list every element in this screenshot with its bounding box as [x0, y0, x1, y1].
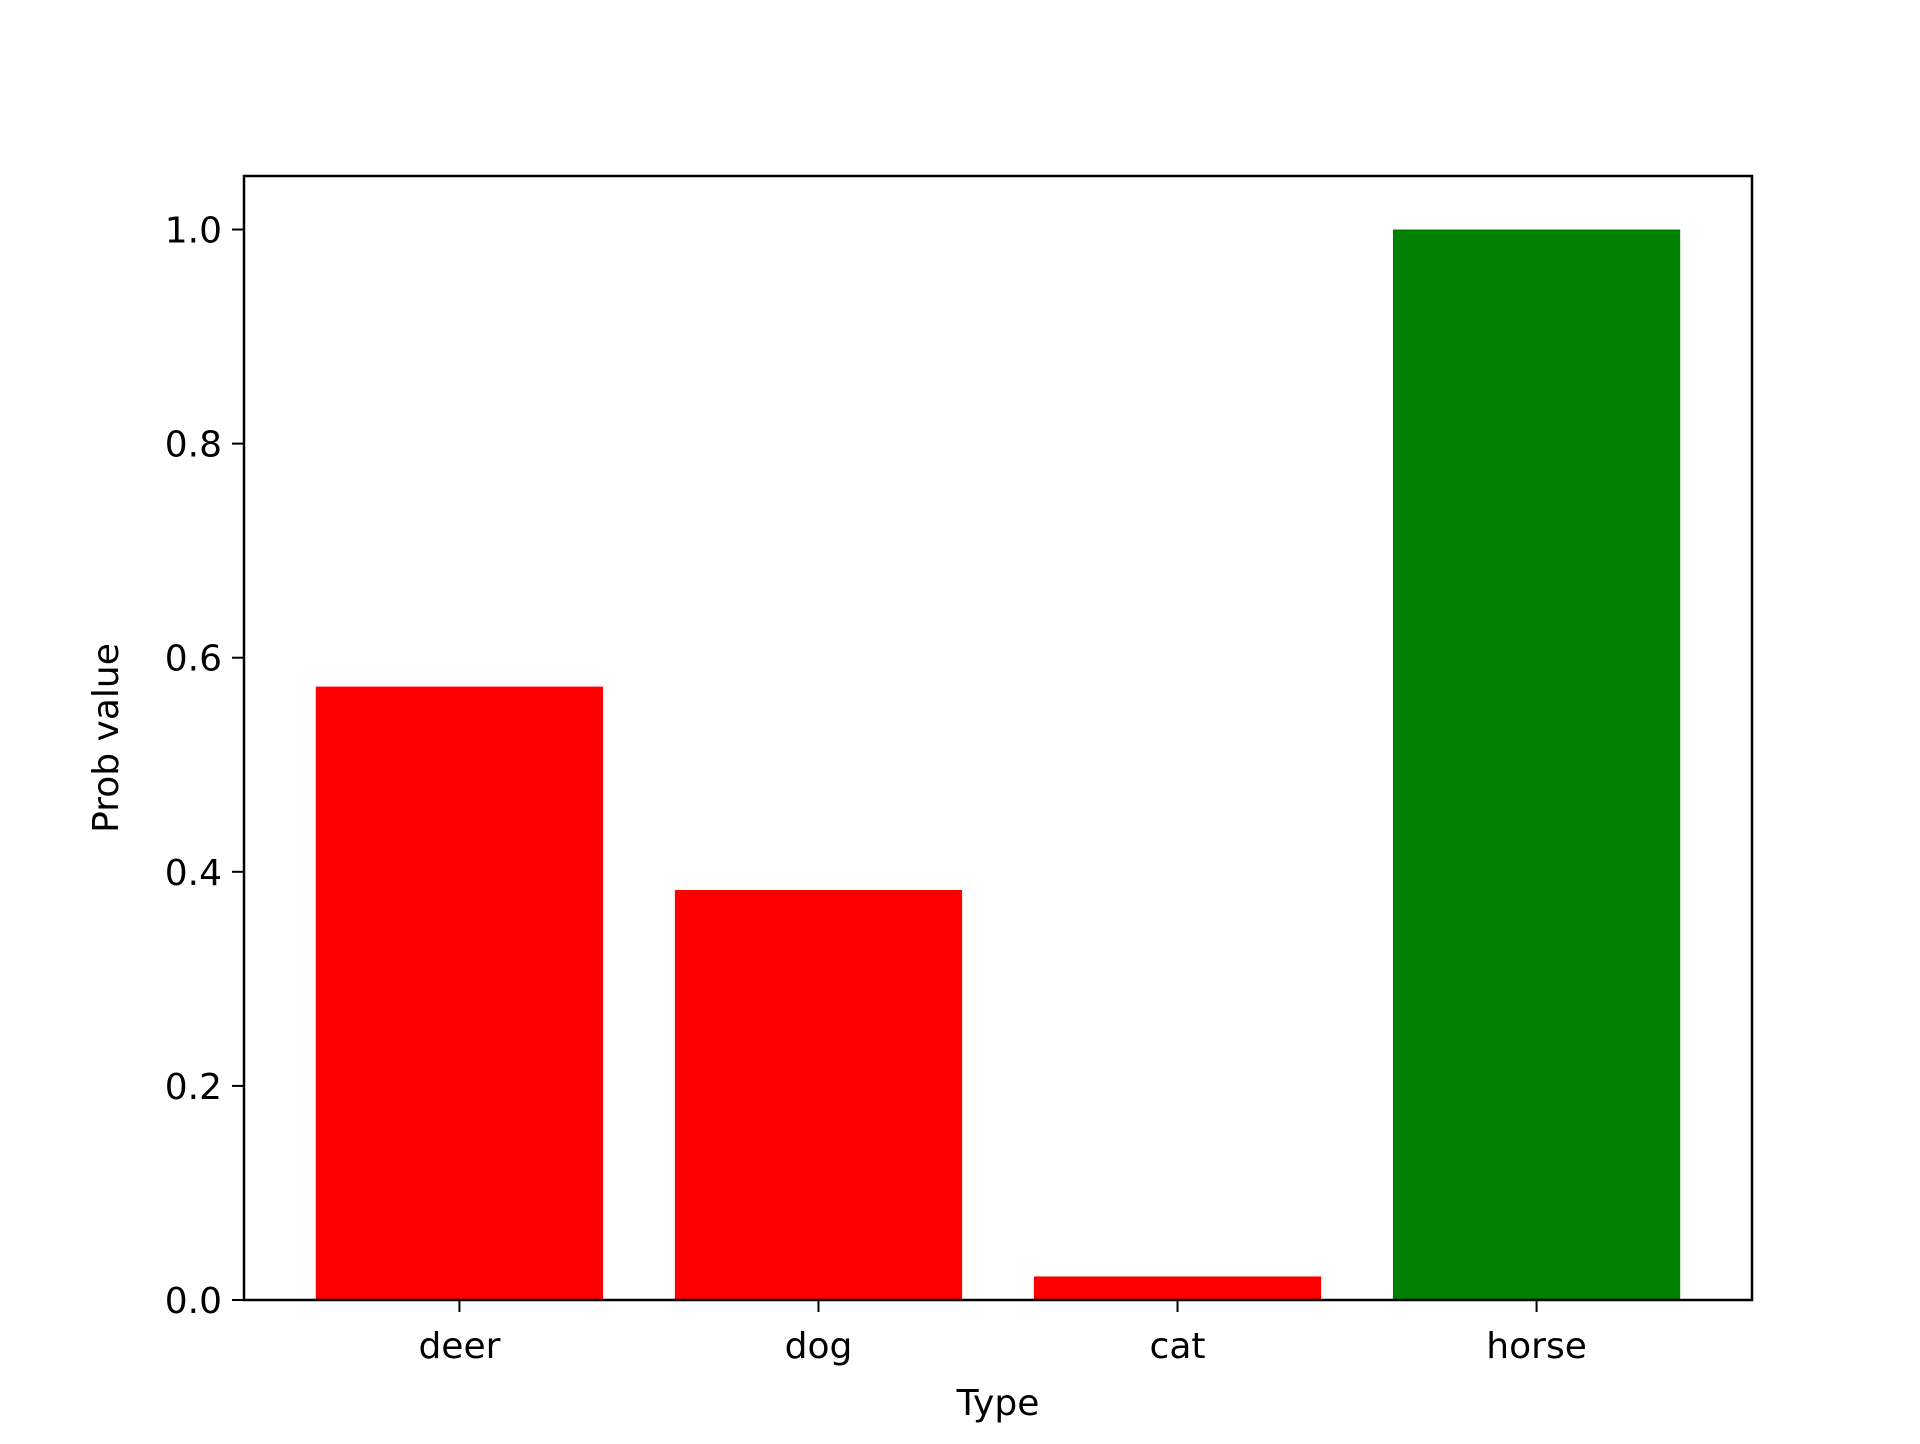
y-tick-label: 0.6 [165, 639, 222, 680]
x-tick-label: deer [418, 1326, 500, 1367]
bar-cat [1033, 1276, 1322, 1300]
bar-dog [674, 890, 963, 1300]
bar-horse [1392, 229, 1681, 1300]
x-tick-label: horse [1486, 1326, 1587, 1367]
bars-layer [315, 229, 1681, 1300]
bar-deer [315, 686, 604, 1300]
x-tick-label: dog [785, 1326, 853, 1367]
y-axis: 0.0 0.2 0.4 0.6 0.8 1.0 [165, 211, 244, 1322]
y-tick-label: 0.0 [165, 1281, 222, 1322]
x-axis: deer dog cat horse [418, 1300, 1587, 1367]
y-tick-label: 0.4 [165, 853, 222, 894]
y-axis-label: Prob value [86, 643, 127, 833]
plot-frame [242, 174, 1754, 1302]
x-tick-label: cat [1150, 1326, 1206, 1367]
y-tick-label: 1.0 [165, 211, 222, 252]
x-axis-label: Type [956, 1383, 1040, 1424]
y-tick-label: 0.2 [165, 1067, 222, 1108]
y-tick-label: 0.8 [165, 425, 222, 466]
